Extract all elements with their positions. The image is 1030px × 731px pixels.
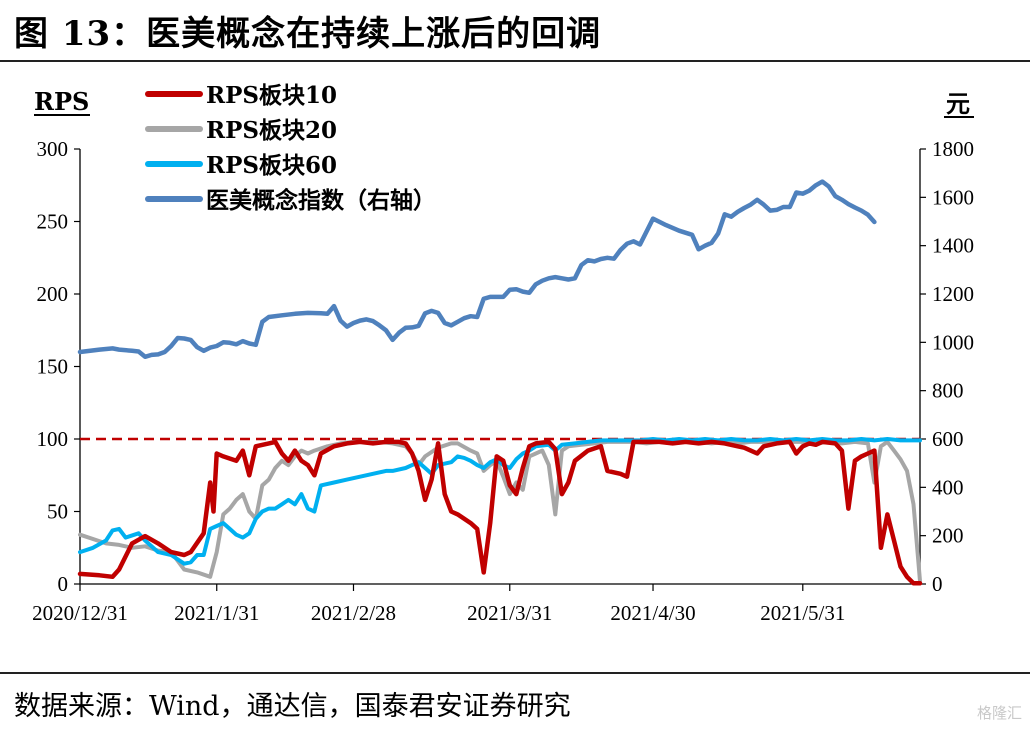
left-tick-label: 200 xyxy=(37,282,69,306)
legend: RPS板块10 RPS板块20 RPS板块60 医美概念指数（右轴） xyxy=(145,82,436,214)
left-tick-label: 100 xyxy=(37,427,69,451)
source-note: 数据来源：Wind，通达信，国泰君安证券研究 xyxy=(14,691,571,722)
left-tick-label: 150 xyxy=(37,355,69,379)
x-tick-label: 2021/4/30 xyxy=(610,601,695,625)
right-axis-ticks: 0 200 400 600 800 1000 1200 1400 1600 1800 xyxy=(920,137,974,596)
legend-rps60-label: RPS板块60 xyxy=(206,152,337,179)
right-tick-label: 0 xyxy=(932,572,943,596)
axis-units: RPS 元 xyxy=(34,87,974,118)
x-tick-label: 2021/1/31 xyxy=(174,601,259,625)
right-tick-label: 200 xyxy=(932,524,964,548)
source-rule xyxy=(0,672,1030,674)
line-chart: 0 50 100 150 200 250 300 0 200 400 600 800 1000 1200… xyxy=(32,82,974,625)
axes xyxy=(79,149,921,585)
right-tick-label: 1000 xyxy=(932,330,974,354)
rps10-line xyxy=(77,439,923,586)
chart-title: 图 13：医美概念在持续上涨后的回调 xyxy=(14,14,602,54)
left-axis-unit: RPS xyxy=(34,87,89,116)
legend-rps10-label: RPS板块10 xyxy=(206,82,337,109)
left-axis-ticks: 0 50 100 150 200 250 300 xyxy=(37,137,80,596)
x-tick-label: 2021/2/28 xyxy=(311,601,396,625)
title-rule xyxy=(0,60,1030,62)
watermark: 格隆汇 xyxy=(976,704,1022,722)
x-axis-ticks: 2020/12/31 2021/1/31 2021/2/28 2021/3/31 202… xyxy=(32,584,845,625)
right-tick-label: 1600 xyxy=(932,185,974,209)
right-tick-label: 1400 xyxy=(932,234,974,258)
x-tick-label: 2021/5/31 xyxy=(760,601,845,625)
left-tick-label: 300 xyxy=(37,137,69,161)
right-tick-label: 800 xyxy=(932,379,964,403)
index-line xyxy=(77,179,877,360)
right-tick-label: 400 xyxy=(932,475,964,499)
right-tick-label: 1200 xyxy=(932,282,974,306)
legend-index-label: 医美概念指数（右轴） xyxy=(206,187,436,214)
left-tick-label: 250 xyxy=(37,210,69,234)
right-tick-label: 1800 xyxy=(932,137,974,161)
right-axis-unit: 元 xyxy=(946,89,970,118)
rps60-line xyxy=(78,437,922,566)
left-tick-label: 50 xyxy=(47,500,68,524)
series-lines xyxy=(77,179,923,586)
left-tick-label: 0 xyxy=(58,572,69,596)
legend-rps20-label: RPS板块20 xyxy=(206,117,337,144)
x-tick-label: 2020/12/31 xyxy=(32,601,128,625)
right-tick-label: 600 xyxy=(932,427,964,451)
x-tick-label: 2021/3/31 xyxy=(467,601,552,625)
